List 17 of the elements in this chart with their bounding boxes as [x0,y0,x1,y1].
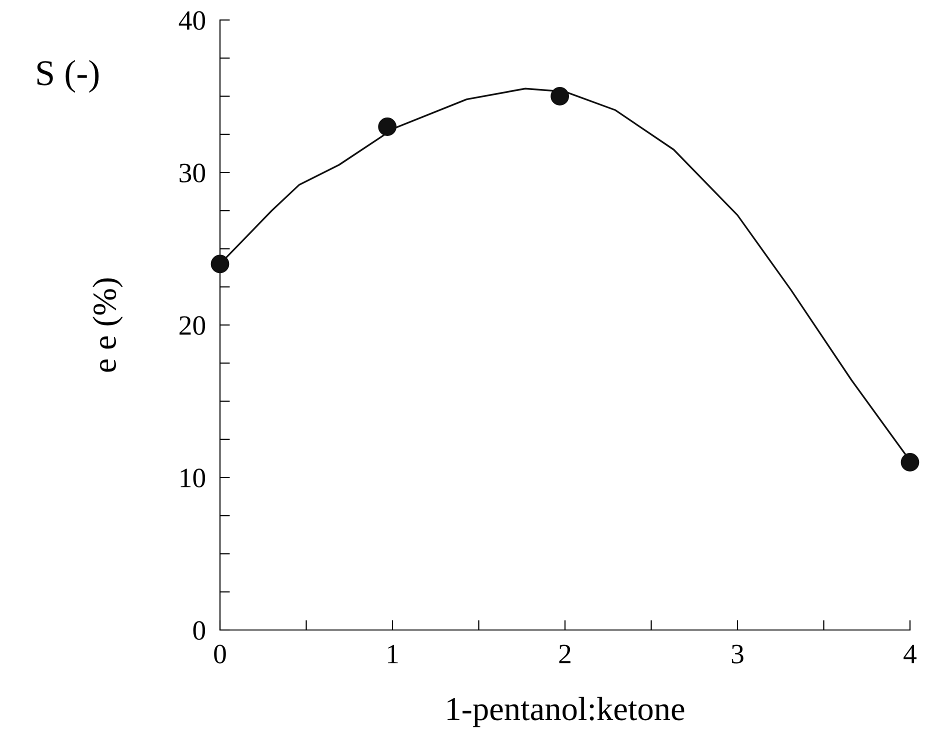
point [210,254,230,274]
x-tick-label: 4 [904,644,917,664]
point [378,118,397,136]
y-axis-title: e e (%) [92,278,123,372]
point [900,453,920,472]
x-tick-label: 3 [732,644,744,664]
x-tick-label: 2 [559,644,570,664]
y-tick-label: 30 [180,164,206,182]
x-tick-label: 0 [214,644,226,664]
y-tick-label: 0 [193,621,206,640]
y-tick-label: 10 [180,468,206,488]
x-tick-label: 1 [388,644,398,664]
x-axis-title: 1-pentanol:ketone [448,696,684,728]
point [550,87,570,106]
text: S (-) [37,60,99,93]
y-tick-label: 20 [180,316,206,335]
y-tick-label: 40 [178,11,206,30]
